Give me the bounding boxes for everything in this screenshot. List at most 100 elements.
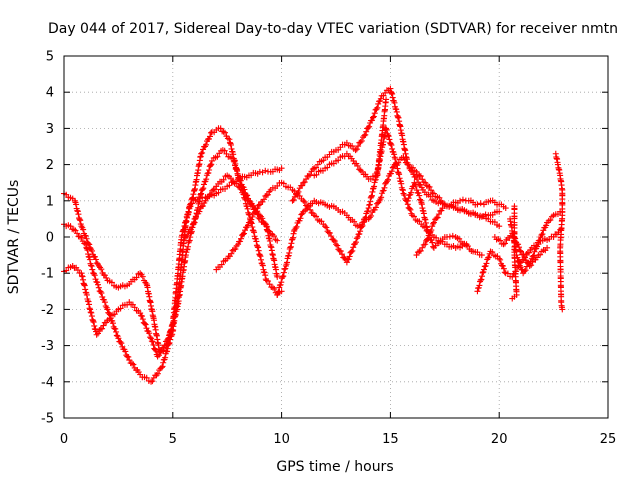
data-point-interp [313,171,320,178]
data-point-interp [425,232,432,239]
data-point-interp [385,132,392,139]
data-point-interp [389,145,396,152]
data-point-interp [476,282,483,289]
data-point-interp [133,274,140,281]
data-point-interp [199,186,206,193]
series-track-5 [213,125,470,273]
data-point-interp [74,208,81,215]
data-point-interp [161,342,168,349]
data-point [383,96,390,103]
data-point-interp [100,322,107,329]
data-point-interp [251,229,258,236]
data-point-interp [393,106,400,113]
data-point-interp [464,243,471,250]
data-point-interp [427,193,434,200]
data-point-interp [238,235,245,242]
data-point-interp [305,172,312,179]
data-point-interp [242,227,249,234]
data-point-interp [147,334,154,341]
axis-ticks: 0 5 10 15 20 25 -5 -4 -3 -2 -1 0 1 2 3 4 5 [41,50,616,448]
y-tick-label: -5 [41,412,54,427]
data-point-interp [358,137,365,144]
data-point-interp [91,253,98,260]
x-tick-label: 15 [382,432,399,447]
data-point-interp [538,232,545,239]
data-point-interp [95,281,101,288]
data-point-interp [112,325,119,332]
data-point-interp [172,312,179,319]
series-track-8 [311,96,390,183]
data-point-interp [149,378,156,385]
data-point-interp [76,216,83,223]
data-point-interp [478,276,485,283]
data-point [289,197,296,204]
data-point [387,85,394,92]
data-point-interp [207,162,214,169]
data-point-interp [394,114,401,121]
data-point-interp [102,272,109,279]
data-point-interp [220,176,227,183]
data-points [61,85,566,385]
data-point-interp [188,200,195,207]
data-point-interp [388,142,395,149]
data-point-interp [278,279,285,286]
data-point-interp [387,140,394,147]
data-point-interp [164,348,171,355]
data-point-interp [249,213,256,220]
data-point-interp [537,251,544,258]
data-point-interp [330,236,337,243]
data-point-interp [154,370,161,377]
data-point-interp [205,169,212,176]
data-point-interp [477,200,484,207]
data-point-interp [393,108,400,115]
data-point-interp [521,268,528,275]
data-point-interp [456,235,463,242]
data-point-interp [270,233,277,240]
data-point [422,241,429,248]
data-point-interp [395,114,402,121]
data-point-interp [231,159,238,166]
data-point-interp [531,248,538,255]
data-point-interp [122,348,129,355]
data-point-interp [92,256,99,263]
data-point-interp [78,234,85,241]
series-track-4 [180,147,285,298]
data-point-interp [290,196,297,203]
data-point-interp [536,237,543,244]
data-point-interp [90,319,97,326]
data-point-interp [413,187,420,194]
data-point-interp [407,206,414,213]
data-point [352,147,359,154]
data-point [158,364,165,371]
data-point-interp [162,354,169,361]
data-point-interp [364,208,371,215]
data-point-interp [262,193,269,200]
data-point-interp [543,222,550,229]
data-point-interp [291,193,298,200]
data-point [474,288,481,295]
y-tick-label: 3 [46,122,54,137]
y-tick-label: -4 [41,375,54,390]
data-point-interp [138,313,145,320]
data-point-interp [388,168,395,175]
data-point-interp [180,226,187,233]
data-point-interp [189,224,196,231]
data-point-interp [497,256,504,263]
data-point-interp [206,167,213,174]
data-point [165,335,172,342]
data-point-interp [207,191,214,198]
data-point [87,244,94,251]
x-tick-label: 20 [491,432,508,447]
data-point [256,252,263,259]
data-point-interp [260,196,267,203]
data-point-interp [433,215,440,222]
data-point-interp [172,313,179,320]
data-point-interp [479,269,486,276]
data-point-interp [89,247,96,254]
data-point [104,306,111,313]
y-tick-label: 1 [46,194,54,209]
data-point-interp [221,147,228,154]
data-point-interp [262,272,269,279]
data-point-interp [181,223,188,230]
data-point-interp [153,372,160,379]
